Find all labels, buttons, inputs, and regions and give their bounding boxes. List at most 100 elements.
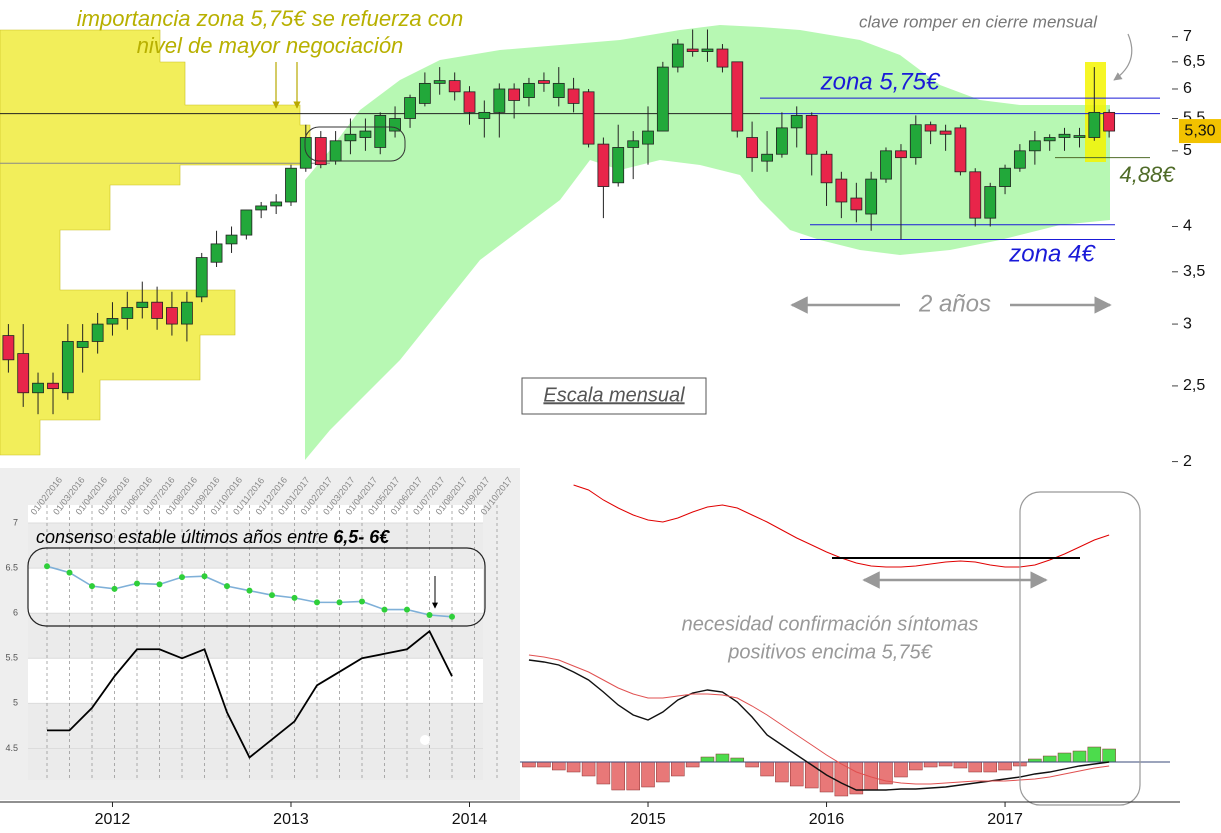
series-point (224, 583, 230, 590)
candle-body (91, 323, 104, 342)
series-point (156, 581, 163, 588)
histogram-bar (685, 761, 700, 768)
candle-body (329, 140, 342, 162)
candle-body (2, 335, 15, 361)
histogram-bar (745, 761, 759, 768)
histogram-bar (1042, 755, 1057, 763)
candle-body (567, 88, 580, 104)
candle-body (969, 171, 982, 219)
series-point (426, 612, 433, 618)
histogram-bar (804, 761, 819, 789)
candle-body (731, 61, 744, 132)
histogram-bar (566, 761, 581, 773)
histogram-bar (909, 761, 923, 771)
annotation: nivel de mayor negociación (137, 33, 404, 58)
candle-body (701, 48, 714, 52)
annotation: 2 años (918, 290, 991, 317)
histogram-bar (834, 761, 849, 797)
candle-body (1058, 133, 1071, 138)
histogram-bar (938, 761, 953, 767)
candle-body (895, 150, 907, 159)
candle-body (374, 115, 387, 148)
histogram-bar (849, 761, 864, 795)
price-tag-label: 5,30 (1184, 122, 1215, 139)
x-tick-label: 2014 (452, 811, 488, 828)
histogram-bar (671, 761, 685, 777)
histogram-bar (953, 761, 968, 769)
x-tick-label: 2017 (987, 811, 1023, 828)
y-tick-label: 3,5 (1183, 263, 1205, 280)
histogram-bar (537, 761, 551, 768)
histogram-bar (581, 761, 596, 777)
candle-body (508, 88, 521, 101)
annotation-text: 6,5- 6€ (333, 527, 390, 547)
series-point (179, 574, 185, 581)
annotation: zona 5,75€ (820, 68, 941, 95)
candle-body (47, 382, 59, 390)
candle-body (746, 137, 758, 159)
histogram-bar (626, 761, 640, 791)
candle-body (493, 88, 506, 113)
annotation: Escala mensual (543, 384, 685, 406)
candle-body (656, 66, 669, 132)
label-box (521, 377, 707, 415)
candle-body (582, 91, 595, 145)
candle-body (1028, 140, 1041, 152)
candle-body (790, 115, 803, 129)
candle-body (32, 382, 44, 394)
histogram-bar (968, 761, 982, 773)
grid-band (28, 703, 483, 749)
highlight-box (1019, 491, 1141, 806)
candle-body (76, 341, 89, 348)
histogram-bar (864, 761, 878, 791)
annotation: consenso estable últimos años entre 6,5-… (36, 527, 390, 547)
candle-body (909, 124, 922, 159)
series-point (89, 583, 95, 590)
candle-body (195, 257, 208, 298)
candle-body (285, 167, 297, 203)
candle-body (1013, 150, 1026, 169)
histogram-bar (656, 761, 670, 783)
arrow (1113, 33, 1133, 81)
candle-body (1043, 137, 1056, 142)
candle-body (106, 318, 119, 325)
candle-body (612, 147, 625, 184)
series-point (314, 599, 320, 606)
candle-body (761, 153, 773, 162)
y-tick-label: 6.5 (5, 562, 18, 572)
histogram-bar (998, 761, 1012, 771)
y-tick-label: 4.5 (5, 743, 18, 753)
annotation: importancia zona 5,75€ se refuerza con (77, 6, 463, 31)
histogram-bar (522, 761, 536, 768)
series-point (449, 613, 455, 620)
annotation: positivos encima 5,75€ (727, 641, 932, 663)
histogram-bar (730, 757, 745, 763)
candle-body (686, 48, 699, 52)
candle-body (716, 48, 729, 68)
candle-body (225, 234, 238, 245)
candle-body (597, 143, 610, 187)
y-tick-label: 6 (1183, 80, 1192, 97)
candle-body (136, 301, 149, 308)
band (305, 25, 1110, 460)
candle-body (433, 80, 446, 84)
candle-body (776, 127, 788, 155)
histogram-bar (894, 761, 908, 778)
candle-body (820, 153, 833, 184)
candle-body (166, 307, 178, 325)
candle-body (1103, 111, 1116, 132)
candle-body (240, 209, 253, 236)
series-point (44, 563, 50, 570)
series-point (336, 599, 343, 606)
candle-body (463, 91, 476, 113)
highlight-box (27, 547, 486, 627)
series-point (201, 573, 208, 580)
histogram-bar (1087, 746, 1102, 763)
candle-body (984, 186, 997, 219)
candle-body (17, 353, 30, 394)
candle-body (389, 118, 401, 132)
histogram-bar (775, 761, 789, 783)
candle-body (805, 115, 818, 155)
